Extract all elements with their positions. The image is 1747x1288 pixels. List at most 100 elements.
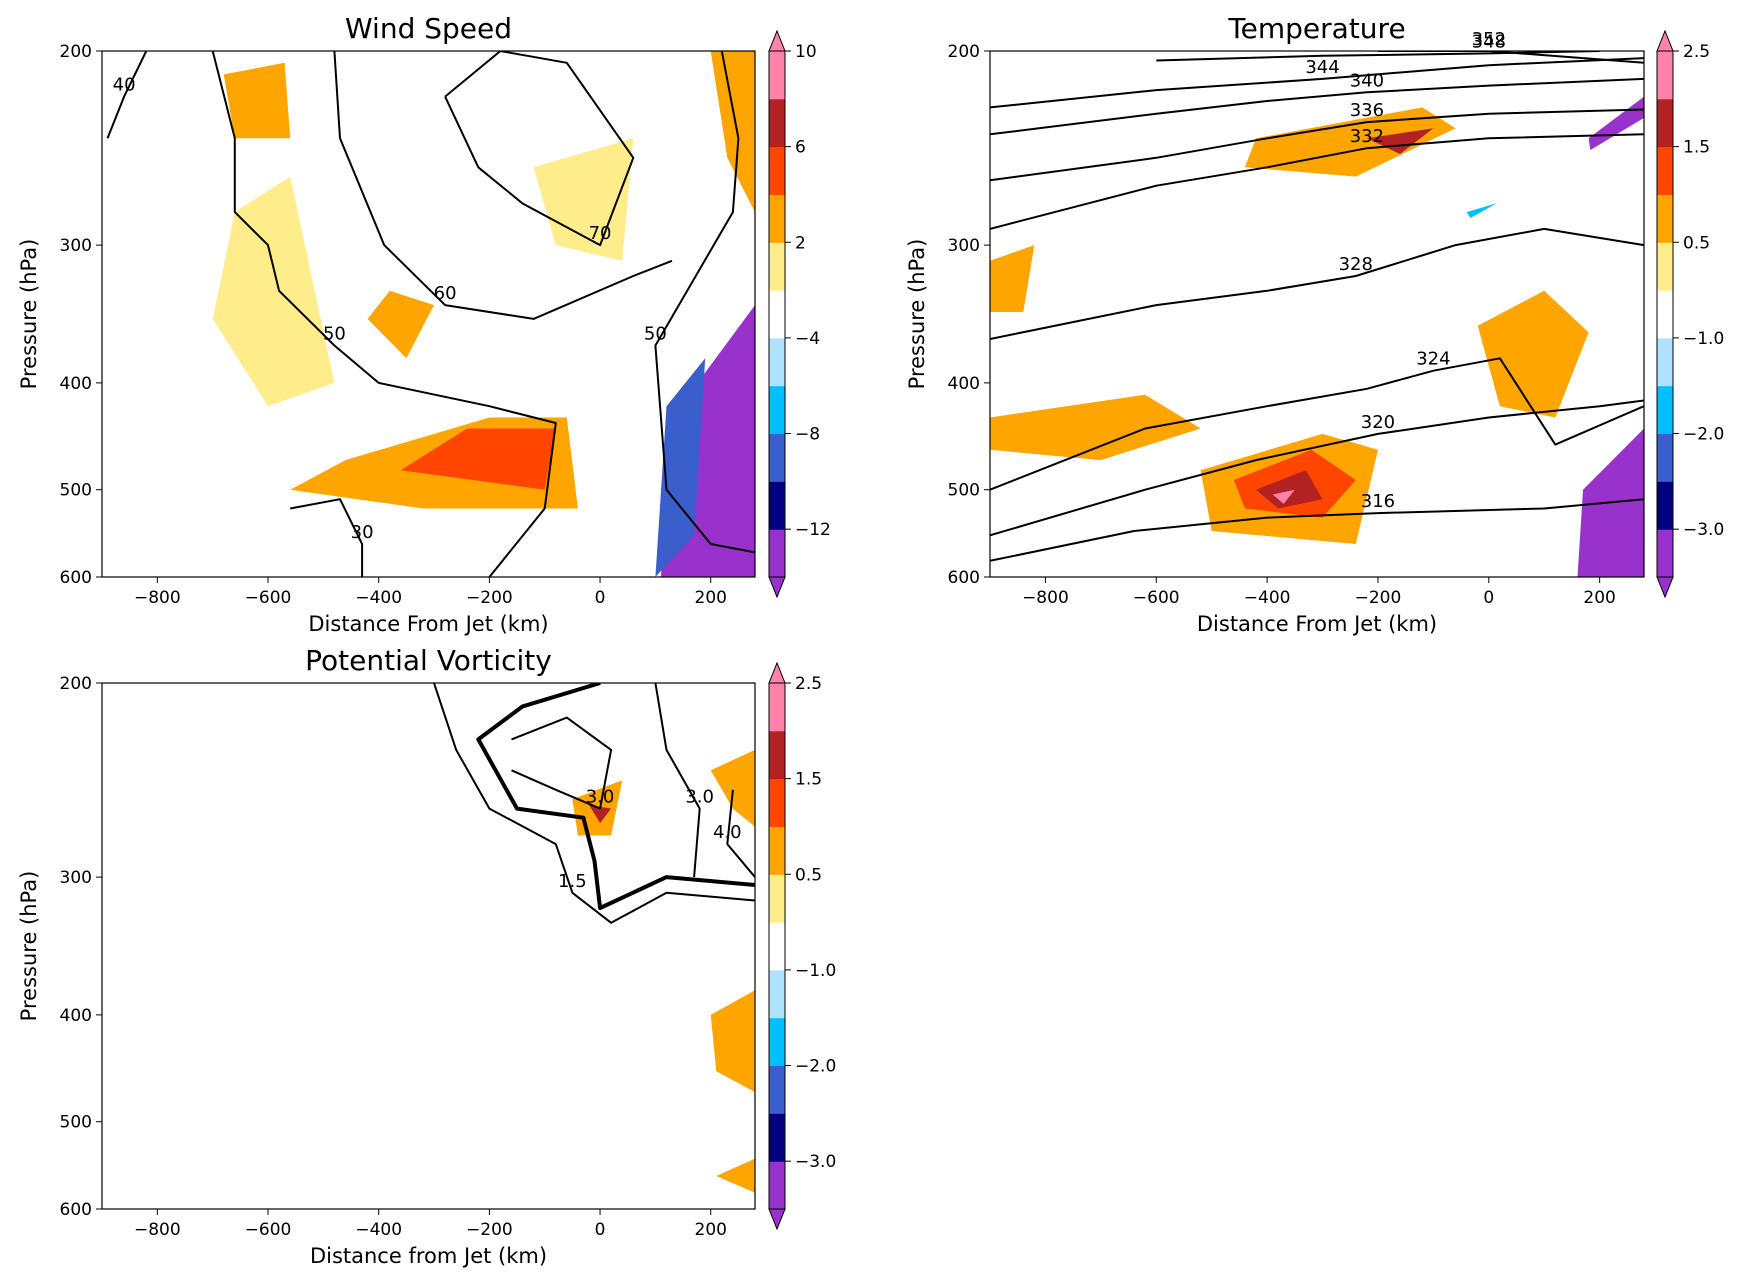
colorbar-bin [1657,194,1673,243]
contour-label: 328 [1339,254,1373,275]
x-tick-label: −600 [1133,588,1180,608]
colorbar-extend-low [768,1208,786,1231]
filled-region [589,804,612,824]
x-tick-label: 200 [695,1220,727,1240]
filled-region [1244,107,1456,177]
x-tick-label: 0 [595,1220,606,1240]
filled-region [1366,128,1434,154]
filled-region [533,138,634,261]
contour-label: 50 [323,324,346,345]
contour-line [1378,51,1644,64]
colorbar-bin [769,194,785,243]
filled-region [212,176,335,407]
y-tick-label: 600 [60,1200,92,1220]
colorbar-tick-label: −1.0 [1683,329,1724,349]
contour-label: 70 [589,223,612,244]
y-tick-label: 200 [948,42,980,62]
y-tick-label: 200 [60,674,92,694]
colorbar-bin [769,874,785,923]
panel-title: Temperature [1227,12,1405,45]
colorbar-bin [769,481,785,530]
x-tick-label: 0 [595,588,606,608]
potential-vorticity-panel: 1.5 3.0 3.0 4.0 −800 −600 −400 −200 0 200 200 300 40… [17,644,836,1268]
contour-line [444,51,635,247]
x-tick-label: −200 [466,1220,513,1240]
colorbar-bin [1657,481,1673,530]
y-tick-label: 500 [60,1113,92,1133]
contour-line [654,683,701,878]
colorbar-bin [1657,146,1673,195]
wind-speed-panel: 30 40 50 60 70 50 −800 −600 −400 −200 0 200 200 300 40… [17,12,831,636]
y-tick-label: 500 [60,481,92,501]
y-tick-label: 400 [60,374,92,394]
colorbar-bin [769,730,785,780]
contour-label: 50 [644,324,667,345]
colorbar-bin [1657,337,1673,387]
contour-label: 332 [1350,126,1384,147]
y-axis-label: Pressure (hPa) [17,239,41,390]
colorbar-bin [1657,242,1673,291]
colorbar-tick-label: −2.0 [795,1057,836,1077]
y-tick-label: 500 [948,481,980,501]
colorbar-bin [1657,529,1673,578]
contour-label: 336 [1350,100,1384,121]
colorbar-bin [1657,51,1673,100]
colorbar-tick-label: 2.5 [795,674,822,694]
colorbar-extend-high [1656,29,1674,52]
colorbar-extend-low [1656,576,1674,599]
colorbar: −3.0 −2.0 −1.0 0.5 1.5 2.5 [768,661,836,1231]
colorbar: −3.0 −2.0 −1.0 0.5 1.5 2.5 [1656,29,1724,599]
y-tick-label: 300 [948,236,980,256]
contour-line [333,51,673,320]
colorbar-tick-label: 1.5 [795,770,822,790]
colorbar-bin [769,1065,785,1114]
contour-line [990,57,1644,109]
x-tick-label: −800 [134,588,181,608]
colorbar-tick-label: 2 [795,233,806,253]
contour-line [990,498,1644,562]
x-tick-label: −200 [1355,588,1402,608]
colorbar-bin [769,98,785,148]
contour-line [990,108,1644,182]
contour-line [990,227,1644,340]
colorbar-bin [769,433,785,482]
contour-line [290,498,364,577]
panel-title: Potential Vorticity [305,644,552,677]
contour-line [476,683,755,910]
x-tick-label: −800 [134,1220,181,1240]
colorbar-bin [1657,385,1673,435]
colorbar-extend-high [768,661,786,684]
x-tick-label: 200 [1583,588,1615,608]
x-tick-label: 200 [695,588,727,608]
colorbar-bin [769,529,785,578]
contour-label: 30 [351,522,374,543]
colorbar-bin [769,146,785,195]
colorbar-extend-low [768,576,786,599]
contour-label: 1.5 [558,871,587,892]
filled-region [716,1158,755,1193]
contour-label: 340 [1350,70,1384,91]
contour-label: 40 [113,75,136,96]
colorbar-tick-label: 0.5 [1683,233,1710,253]
y-tick-label: 600 [60,568,92,588]
colorbar-bin [769,922,785,971]
contour-label: 320 [1361,412,1395,433]
colorbar-bin [1657,433,1673,482]
filled-region [990,394,1201,461]
colorbar-bin [769,1161,785,1210]
filled-region [1045,51,1245,108]
contour-line [433,683,755,924]
contour-line [726,789,755,878]
contour-line [990,399,1644,537]
filled-region [710,749,755,827]
contour-line [511,716,613,810]
colorbar-tick-label: −3.0 [1683,520,1724,540]
x-tick-label: −800 [1022,588,1069,608]
colorbar-bin [769,969,785,1019]
colorbar-bin [769,242,785,291]
contour-label: 60 [434,283,457,304]
y-tick-label: 400 [948,374,980,394]
colorbar-tick-label: 0.5 [795,865,822,885]
